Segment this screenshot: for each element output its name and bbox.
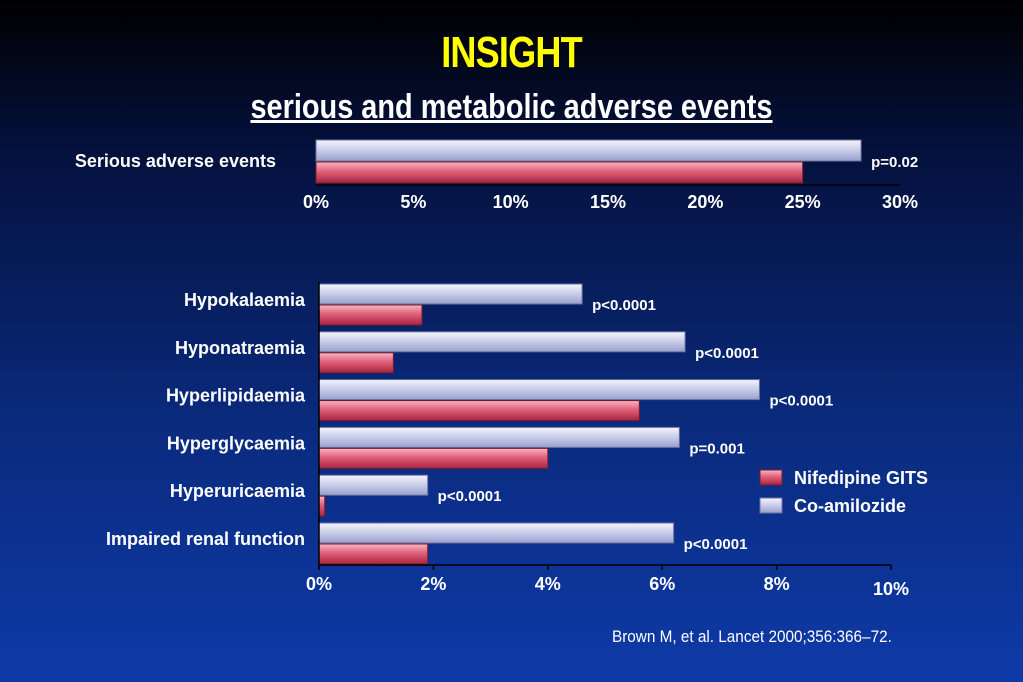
x-tick-label: 20% [687, 192, 723, 212]
x-tick-label: 10% [493, 192, 529, 212]
category-label: Hypokalaemia [184, 290, 306, 310]
category-label: Hyperlipidaemia [166, 386, 306, 406]
bar [318, 283, 583, 305]
legend-label: Nifedipine GITS [794, 468, 928, 488]
p-value-label: p<0.0001 [769, 393, 833, 410]
citation: Brown M, et al. Lancet 2000;356:366–72. [612, 627, 892, 646]
bar [315, 139, 862, 162]
bar [318, 543, 429, 565]
x-tick-label: 25% [785, 192, 821, 212]
x-tick-label: 6% [649, 574, 675, 594]
category-label: Hyperglycaemia [167, 433, 306, 453]
bar [318, 426, 680, 448]
p-value-label: p<0.0001 [684, 536, 748, 553]
category-label: Serious adverse events [75, 151, 276, 171]
x-tick-label: 2% [420, 574, 446, 594]
bar [318, 331, 686, 353]
category-label: Hyperuricaemia [170, 481, 306, 501]
legend-swatch [759, 497, 783, 514]
bar [318, 495, 326, 517]
slide-title: INSIGHT [441, 28, 582, 77]
legend-label: Co-amilozide [794, 496, 906, 516]
bar [318, 522, 675, 544]
p-value-label: p<0.0001 [438, 488, 502, 505]
x-tick-label: 0% [306, 574, 332, 594]
category-label: Impaired renal function [106, 529, 305, 549]
bar [318, 304, 423, 326]
p-value-label: p<0.0001 [695, 345, 759, 362]
x-tick-label: 10% [873, 579, 909, 599]
x-tick-label: 5% [400, 192, 426, 212]
x-tick-label: 15% [590, 192, 626, 212]
bar [318, 379, 760, 401]
bar [315, 161, 804, 184]
p-value-label: p=0.02 [871, 154, 918, 171]
slide-subtitle: serious and metabolic adverse events [250, 88, 773, 126]
bar [318, 474, 429, 496]
x-tick-label: 30% [882, 192, 918, 212]
bar [318, 447, 549, 469]
x-tick-label: 8% [764, 574, 790, 594]
x-tick-label: 4% [535, 574, 561, 594]
bar [318, 400, 640, 422]
p-value-label: p=0.001 [689, 440, 744, 457]
category-label: Hyponatraemia [175, 338, 306, 358]
legend-swatch [759, 469, 783, 486]
x-tick-label: 0% [303, 192, 329, 212]
p-value-label: p<0.0001 [592, 297, 656, 314]
bar [318, 352, 394, 374]
